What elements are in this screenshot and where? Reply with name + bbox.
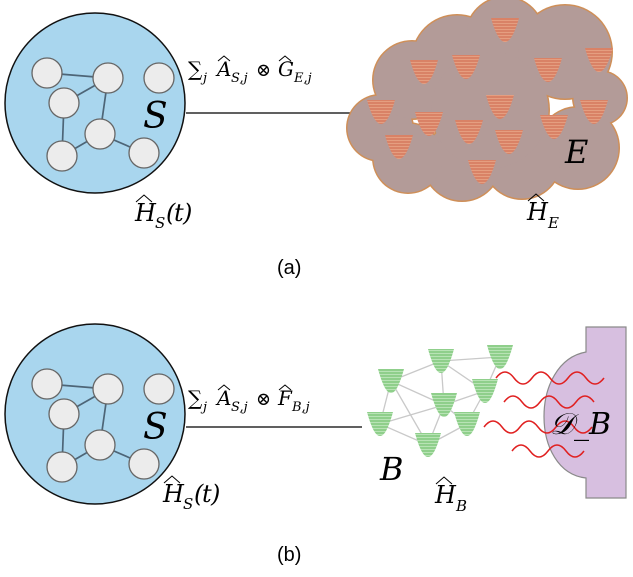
system-circle-b: S [4, 323, 186, 505]
svg-text:E: E [547, 214, 559, 232]
dissipation-waves [483, 371, 605, 458]
potential-well [410, 60, 438, 84]
network-node [46, 451, 78, 483]
potential-well [385, 135, 413, 159]
potential-well [452, 55, 480, 79]
svg-text:j: j [200, 400, 207, 415]
svg-text:H: H [134, 199, 157, 227]
network-node [84, 118, 116, 150]
bath-well [415, 433, 441, 457]
potential-well [540, 115, 568, 139]
potential-well [495, 130, 523, 154]
svg-text:A: A [215, 386, 231, 410]
svg-text:H: H [434, 481, 457, 509]
network-node [128, 137, 160, 169]
svg-text:E,j: E,j [293, 71, 312, 86]
svg-text:S,j: S,j [231, 71, 248, 86]
network-node [128, 448, 160, 480]
coupling-formula-b: ∑ j A S,j ⊗ F B,j [188, 384, 310, 415]
environment-cloud: E [346, 0, 628, 202]
svg-text:t: t [174, 199, 184, 227]
dissipation-wave [483, 420, 593, 434]
bath-well [472, 379, 498, 403]
potential-well [491, 18, 519, 42]
panel-a-caption: (a) [277, 257, 301, 279]
potential-well [486, 95, 514, 119]
svg-text:(: ( [166, 199, 176, 227]
svg-text:⊗: ⊗ [256, 60, 271, 81]
potential-well [367, 100, 395, 124]
svg-text:S: S [183, 495, 193, 513]
svg-text:H: H [526, 198, 549, 226]
bath-label: B [379, 450, 404, 488]
potential-well [455, 120, 483, 144]
svg-text:S: S [155, 214, 165, 232]
potential-well [534, 58, 562, 82]
potential-well [415, 112, 443, 136]
svg-text:A: A [215, 57, 231, 81]
network-node [48, 87, 80, 119]
svg-text:B: B [455, 497, 467, 515]
environment-wells [367, 18, 613, 184]
panel-b-caption: (b) [277, 544, 301, 566]
dissipator: 𝒟_B [483, 326, 627, 499]
network-node [92, 62, 124, 94]
svg-text:S,j: S,j [231, 400, 248, 415]
svg-text:t: t [202, 480, 212, 508]
bath-wells [367, 345, 513, 457]
bath-well [431, 393, 457, 417]
svg-text:): ) [210, 480, 220, 508]
network-node [84, 429, 116, 461]
bath-network: B [367, 345, 513, 488]
system-hamiltonian-a: H S ( t ) [134, 194, 192, 232]
bath-hamiltonian: H B [434, 476, 467, 515]
svg-text:B,j: B,j [291, 400, 310, 415]
potential-well [585, 48, 613, 72]
dissipator-label: 𝒟_B [550, 407, 611, 442]
panel-a: S ∑ j A S,j ⊗ G E,j H S ( t ) [4, 0, 628, 279]
system-label-a: S [143, 96, 168, 137]
svg-text:∑: ∑ [188, 386, 203, 410]
network-node [46, 140, 78, 172]
system-label-b: S [143, 407, 168, 448]
network-node [143, 62, 175, 94]
potential-well [468, 160, 496, 184]
dissipation-wave [495, 371, 605, 385]
network-node [92, 373, 124, 405]
network-node [31, 368, 63, 400]
bath-well [378, 369, 404, 393]
dissipation-wave [511, 444, 585, 458]
bath-well [428, 349, 454, 373]
network-node [31, 57, 63, 89]
svg-text:∑: ∑ [188, 57, 203, 81]
potential-well [580, 100, 608, 124]
system-circle-a: S [4, 12, 186, 194]
svg-text:F: F [277, 386, 293, 410]
svg-text:⊗: ⊗ [256, 389, 271, 410]
network-nodes [31, 57, 175, 172]
dissipator-block [543, 326, 627, 499]
svg-text:G: G [278, 57, 294, 81]
environment-label: E [564, 133, 588, 171]
network-node [143, 373, 175, 405]
system-hamiltonian-b: H S ( t ) [162, 475, 220, 513]
panel-b: S ∑ j A S,j ⊗ F B,j H S ( t ) [4, 323, 627, 566]
bath-well [367, 412, 393, 436]
network-nodes [31, 368, 175, 483]
dissipation-wave [503, 395, 595, 409]
network-node [48, 398, 80, 430]
svg-text:(: ( [194, 480, 204, 508]
environment-hamiltonian: H E [526, 193, 559, 232]
bath-well [487, 345, 513, 369]
svg-text:j: j [200, 71, 207, 86]
svg-text:H: H [162, 480, 185, 508]
bath-well [454, 412, 480, 436]
svg-text:): ) [182, 199, 192, 227]
coupling-formula-a: ∑ j A S,j ⊗ G E,j [188, 55, 312, 86]
